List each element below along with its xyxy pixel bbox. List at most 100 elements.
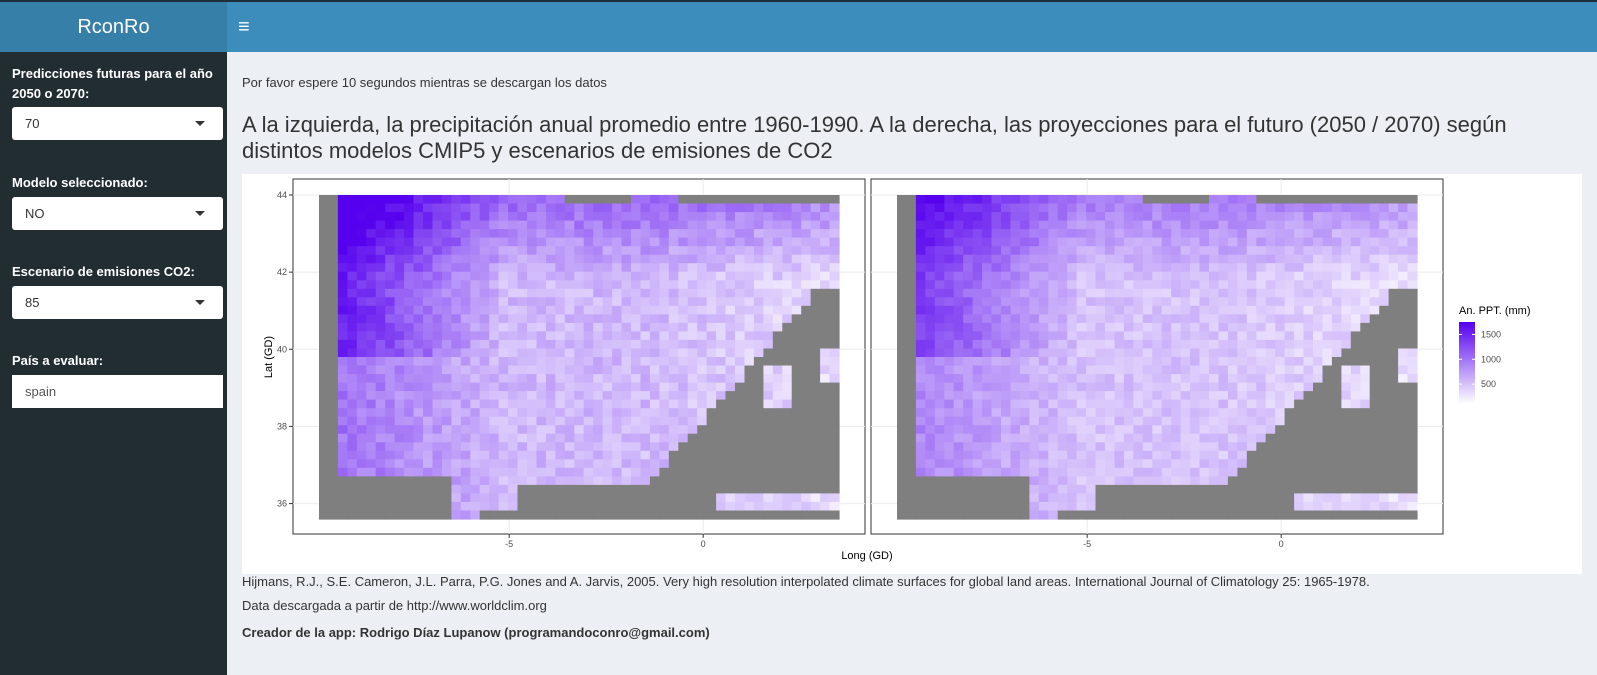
raster-cell <box>944 305 955 315</box>
raster-cell <box>489 459 500 469</box>
raster-cell <box>716 288 727 298</box>
raster-cell <box>1256 263 1267 273</box>
raster-cell <box>782 220 793 230</box>
raster-cell <box>602 476 613 486</box>
raster-cell <box>1284 220 1295 230</box>
raster-cell <box>1067 322 1078 332</box>
raster-cell <box>1246 331 1257 341</box>
raster-cell <box>1152 305 1163 315</box>
raster-cell <box>1284 484 1295 494</box>
raster-cell <box>697 203 708 213</box>
raster-cell <box>1388 331 1399 341</box>
raster-cell <box>1398 229 1409 239</box>
raster-cell <box>1190 357 1201 367</box>
sidebar-toggle-icon[interactable]: ≡ <box>238 16 250 38</box>
raster-cell <box>906 510 917 520</box>
raster-cell <box>697 305 708 315</box>
raster-cell <box>631 382 642 392</box>
raster-cell <box>545 484 556 494</box>
raster-cell <box>1237 246 1248 256</box>
raster-cell <box>508 493 519 503</box>
raster-cell <box>328 365 339 375</box>
country-input[interactable]: spain <box>12 375 223 408</box>
raster-cell <box>1398 365 1409 375</box>
raster-cell <box>829 297 840 307</box>
raster-cell <box>640 331 651 341</box>
raster-cell <box>356 501 367 511</box>
raster-cell <box>612 442 623 452</box>
raster-cell <box>356 280 367 290</box>
raster-cell <box>944 501 955 511</box>
raster-cell <box>527 416 538 426</box>
raster-cell <box>810 450 821 460</box>
raster-cell <box>375 280 386 290</box>
raster-cell <box>791 442 802 452</box>
raster-cell <box>1398 476 1409 486</box>
raster-cell <box>366 382 377 392</box>
raster-cell <box>1095 433 1106 443</box>
raster-cell <box>1038 476 1049 486</box>
raster-cell <box>574 220 585 230</box>
raster-cell <box>631 399 642 409</box>
raster-cell <box>451 331 462 341</box>
raster-cell <box>1284 314 1295 324</box>
raster-cell <box>1057 280 1068 290</box>
raster-cell <box>612 229 623 239</box>
raster-cell <box>963 237 974 247</box>
raster-cell <box>991 374 1002 384</box>
raster-cell <box>404 220 415 230</box>
raster-cell <box>735 271 746 281</box>
scenario-select[interactable]: 85 <box>12 286 223 319</box>
raster-cell <box>744 484 755 494</box>
raster-cell <box>897 246 908 256</box>
raster-cell <box>423 416 434 426</box>
raster-cell <box>394 297 405 307</box>
raster-cell <box>347 220 358 230</box>
raster-cell <box>925 450 936 460</box>
raster-cell <box>1199 314 1210 324</box>
raster-cell <box>517 229 528 239</box>
raster-cell <box>820 212 831 222</box>
app-logo[interactable]: RconRo <box>0 2 227 52</box>
raster-cell <box>441 433 452 443</box>
raster-cell <box>763 382 774 392</box>
raster-cell <box>678 305 689 315</box>
raster-cell <box>319 229 330 239</box>
raster-cell <box>791 220 802 230</box>
model-select[interactable]: NO <box>12 197 223 230</box>
raster-cell <box>1237 493 1248 503</box>
raster-cell <box>1294 339 1305 349</box>
raster-cell <box>1010 314 1021 324</box>
raster-cell <box>1048 425 1059 435</box>
raster-cell <box>791 382 802 392</box>
raster-cell <box>1388 237 1399 247</box>
raster-cell <box>649 348 660 358</box>
raster-cell <box>640 305 651 315</box>
raster-cell <box>972 203 983 213</box>
raster-cell <box>602 229 613 239</box>
raster-cell <box>1294 493 1305 503</box>
raster-cell <box>1303 305 1314 315</box>
raster-cell <box>991 212 1002 222</box>
raster-cell <box>991 254 1002 264</box>
raster-cell <box>944 254 955 264</box>
raster-cell <box>1388 322 1399 332</box>
year-select[interactable]: 70 <box>12 107 223 140</box>
raster-cell <box>1076 374 1087 384</box>
raster-cell <box>394 237 405 247</box>
raster-cell <box>319 416 330 426</box>
raster-cell <box>1256 399 1267 409</box>
raster-cell <box>1388 459 1399 469</box>
raster-cell <box>1256 374 1267 384</box>
raster-cell <box>1218 314 1229 324</box>
raster-cell <box>829 229 840 239</box>
raster-cell <box>498 263 509 273</box>
raster-cell <box>659 339 670 349</box>
raster-cell <box>1350 493 1361 503</box>
raster-cell <box>328 314 339 324</box>
raster-cell <box>1142 229 1153 239</box>
raster-cell <box>972 314 983 324</box>
raster-cell <box>593 246 604 256</box>
raster-cell <box>470 450 481 460</box>
raster-cell <box>1029 484 1040 494</box>
